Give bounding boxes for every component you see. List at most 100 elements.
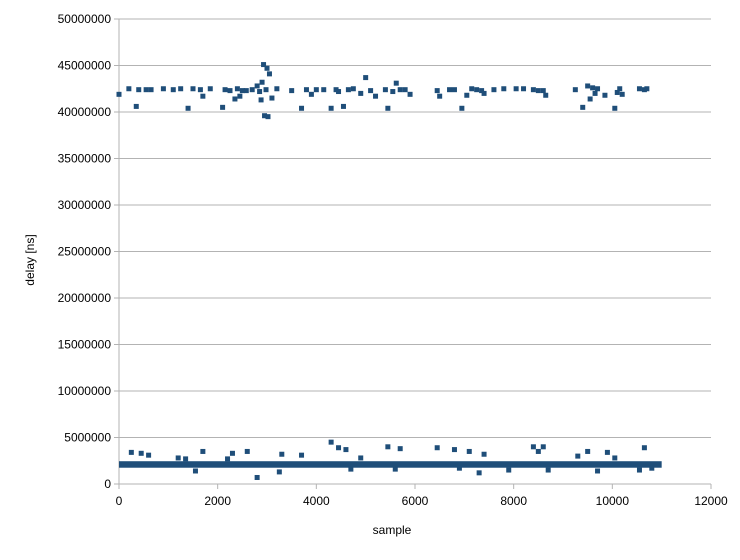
data-point bbox=[595, 468, 601, 474]
data-point bbox=[313, 87, 319, 93]
data-point bbox=[392, 466, 398, 472]
data-point bbox=[540, 88, 546, 94]
y-tick-label: 5000000 bbox=[64, 431, 111, 445]
data-point bbox=[590, 85, 596, 91]
data-point bbox=[276, 469, 282, 475]
data-point bbox=[249, 87, 255, 93]
data-point bbox=[345, 87, 351, 93]
data-point bbox=[540, 444, 546, 450]
data-point bbox=[321, 87, 327, 93]
x-tick-label: 0 bbox=[116, 494, 123, 508]
data-point bbox=[535, 448, 541, 454]
data-point bbox=[530, 444, 536, 450]
data-point bbox=[585, 83, 591, 89]
data-point bbox=[592, 90, 598, 96]
y-axis-title: delay [ns] bbox=[23, 234, 37, 285]
data-point bbox=[397, 446, 403, 452]
y-tick-label: 15000000 bbox=[58, 338, 112, 352]
data-point bbox=[466, 448, 472, 454]
data-point bbox=[143, 87, 149, 93]
data-point bbox=[393, 80, 399, 86]
x-tick-label: 4000 bbox=[303, 494, 330, 508]
x-tick-label: 8000 bbox=[500, 494, 527, 508]
data-point bbox=[340, 103, 346, 109]
data-point bbox=[266, 71, 272, 77]
data-point bbox=[501, 86, 507, 92]
y-tick-label: 30000000 bbox=[58, 198, 112, 212]
data-point bbox=[227, 88, 233, 94]
data-point bbox=[133, 103, 139, 109]
data-point bbox=[604, 449, 610, 455]
data-point bbox=[587, 96, 593, 102]
data-point bbox=[336, 89, 342, 95]
data-point bbox=[530, 87, 536, 93]
data-point bbox=[343, 447, 349, 453]
data-point bbox=[262, 113, 268, 119]
data-point bbox=[476, 470, 482, 476]
data-point bbox=[254, 474, 260, 480]
x-tick-labels: 0 2000 4000 6000 8000 10000 12000 bbox=[116, 494, 728, 508]
data-point bbox=[358, 90, 364, 96]
data-point bbox=[200, 93, 206, 99]
data-point bbox=[358, 455, 364, 461]
data-point bbox=[220, 104, 226, 110]
data-point bbox=[350, 86, 356, 92]
data-point bbox=[580, 104, 586, 110]
data-point bbox=[641, 445, 647, 451]
data-point bbox=[491, 87, 497, 93]
y-tick-labels: 0 5000000 10000000 15000000 20000000 25000000… bbox=[58, 12, 112, 491]
data-point bbox=[138, 450, 144, 456]
data-point bbox=[382, 87, 388, 93]
data-point bbox=[451, 87, 457, 93]
x-axis-title: sample bbox=[373, 523, 412, 537]
data-point bbox=[636, 86, 642, 92]
data-point bbox=[363, 75, 369, 81]
data-point bbox=[274, 86, 280, 92]
data-point bbox=[456, 465, 462, 471]
data-point bbox=[437, 93, 443, 99]
y-tick-label: 40000000 bbox=[58, 105, 112, 119]
data-point bbox=[146, 452, 152, 458]
data-point bbox=[136, 87, 142, 93]
data-point bbox=[348, 466, 354, 472]
data-point bbox=[464, 92, 470, 98]
data-point bbox=[575, 453, 581, 459]
data-point bbox=[160, 86, 166, 92]
data-point bbox=[636, 467, 642, 473]
data-point bbox=[390, 89, 396, 95]
data-point bbox=[459, 105, 465, 111]
data-point bbox=[185, 105, 191, 111]
data-point bbox=[481, 451, 487, 457]
x-tick-label: 6000 bbox=[402, 494, 429, 508]
data-point bbox=[451, 447, 457, 453]
y-tick-label: 45000000 bbox=[58, 59, 112, 73]
data-point bbox=[585, 448, 591, 454]
data-point bbox=[263, 87, 269, 93]
data-point bbox=[128, 449, 134, 455]
data-point bbox=[308, 91, 314, 97]
data-point bbox=[265, 114, 271, 120]
data-point bbox=[258, 97, 264, 103]
y-tick-label: 10000000 bbox=[58, 384, 112, 398]
data-point bbox=[397, 87, 403, 93]
data-point bbox=[126, 86, 132, 92]
baseline-band bbox=[119, 461, 662, 468]
data-point bbox=[506, 467, 512, 473]
data-point bbox=[175, 455, 181, 461]
data-point bbox=[259, 79, 265, 85]
data-point bbox=[385, 105, 391, 111]
data-point bbox=[148, 87, 154, 93]
data-point bbox=[619, 91, 625, 97]
data-point bbox=[595, 86, 601, 92]
data-point bbox=[232, 96, 238, 102]
y-tick-label: 0 bbox=[104, 477, 111, 491]
data-point bbox=[402, 87, 408, 93]
data-point bbox=[279, 451, 285, 457]
data-point bbox=[479, 88, 485, 94]
data-point bbox=[612, 105, 618, 111]
data-point bbox=[617, 86, 623, 92]
data-point bbox=[434, 88, 440, 94]
data-point bbox=[368, 88, 374, 94]
data-point bbox=[513, 86, 519, 92]
